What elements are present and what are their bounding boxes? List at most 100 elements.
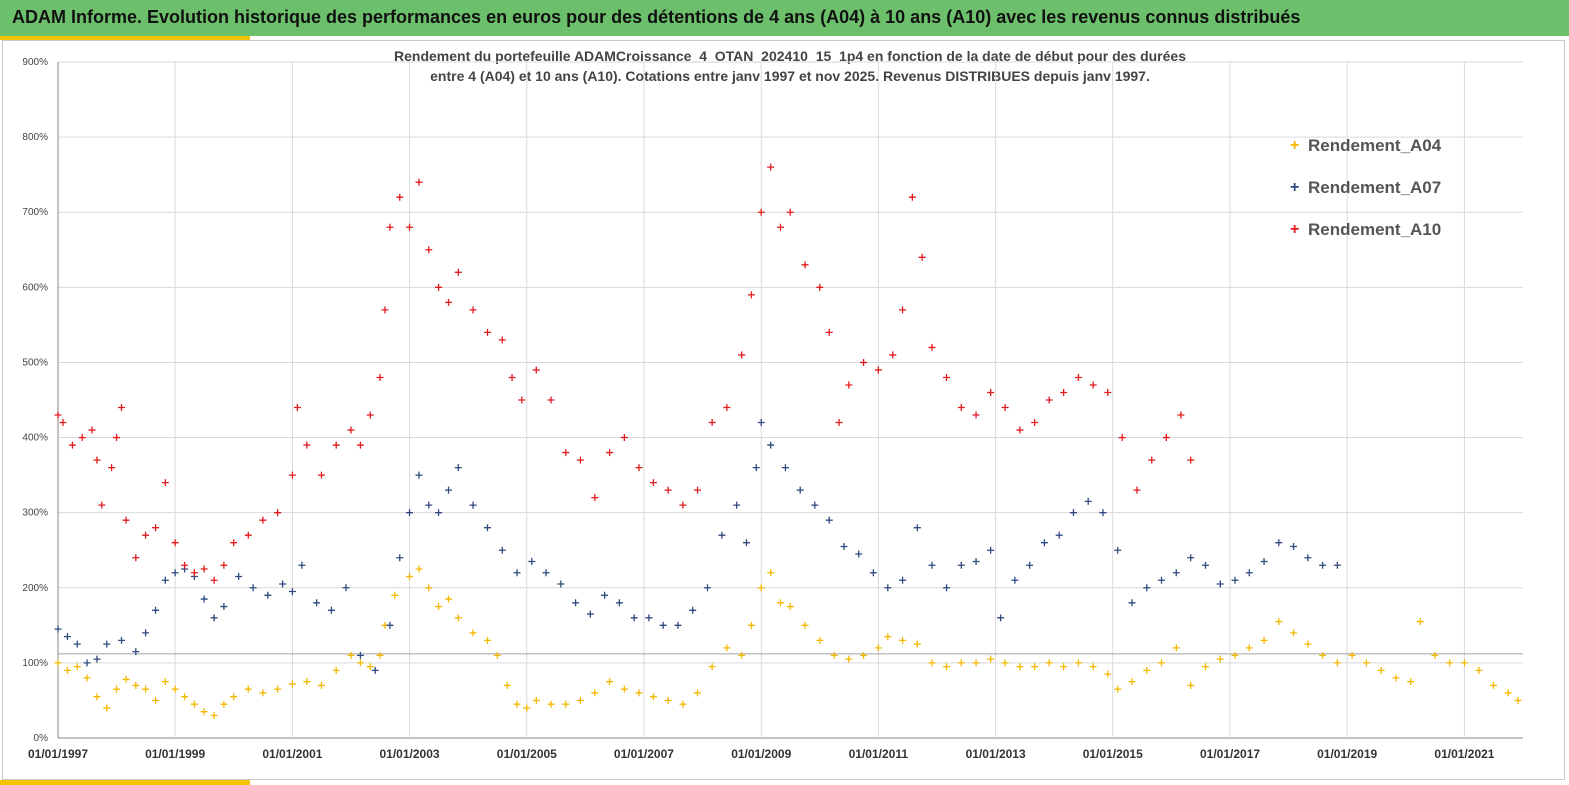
- data-point: [469, 629, 477, 637]
- data-point: [845, 655, 853, 663]
- data-point: [142, 531, 150, 539]
- x-tick-label: 01/01/2013: [966, 747, 1026, 761]
- data-point: [113, 434, 121, 442]
- data-point: [620, 685, 628, 693]
- data-point: [1475, 666, 1483, 674]
- data-point: [601, 591, 609, 599]
- data-point: [288, 588, 296, 596]
- data-point: [1333, 659, 1341, 667]
- data-point: [371, 666, 379, 674]
- data-point: [396, 193, 404, 201]
- data-point: [532, 366, 540, 374]
- data-point: [469, 501, 477, 509]
- data-point: [884, 633, 892, 641]
- data-point: [366, 663, 374, 671]
- data-point: [200, 565, 208, 573]
- data-point: [1172, 644, 1180, 652]
- data-point: [332, 441, 340, 449]
- data-point: [630, 614, 638, 622]
- data-point: [801, 261, 809, 269]
- data-point: [366, 411, 374, 419]
- data-point: [1128, 678, 1136, 686]
- data-point: [1001, 404, 1009, 412]
- data-point: [1055, 531, 1063, 539]
- data-point: [1231, 651, 1239, 659]
- data-point: [118, 636, 126, 644]
- data-point: [73, 663, 81, 671]
- data-point: [190, 700, 198, 708]
- x-tick-label: 01/01/2007: [614, 747, 674, 761]
- data-point: [356, 441, 364, 449]
- data-point: [723, 404, 731, 412]
- y-tick-label: 100%: [22, 658, 48, 669]
- x-tick-label: 01/01/2009: [731, 747, 791, 761]
- data-point: [649, 693, 657, 701]
- legend-label: Rendement_A07: [1308, 178, 1442, 197]
- data-point: [376, 373, 384, 381]
- data-point: [1045, 396, 1053, 404]
- legend-label: Rendement_A10: [1308, 220, 1442, 239]
- data-point: [542, 569, 550, 577]
- data-point: [1290, 542, 1298, 550]
- data-point: [733, 501, 741, 509]
- data-point: [528, 557, 536, 565]
- chart-title-line-2: entre 4 (A04) et 10 ans (A10). Cotations…: [430, 68, 1150, 84]
- data-point: [1074, 373, 1082, 381]
- y-tick-label: 500%: [22, 357, 48, 368]
- data-point: [54, 625, 62, 633]
- data-point: [244, 531, 252, 539]
- data-point: [889, 351, 897, 359]
- data-point: [972, 557, 980, 565]
- data-point: [860, 358, 868, 366]
- data-point: [484, 328, 492, 336]
- data-point: [93, 693, 101, 701]
- data-point: [454, 464, 462, 472]
- data-point: [1187, 681, 1195, 689]
- data-point: [1031, 663, 1039, 671]
- data-point: [928, 561, 936, 569]
- data-point: [830, 651, 838, 659]
- data-point: [908, 193, 916, 201]
- legend-marker-icon: +: [1290, 221, 1300, 238]
- y-tick-label: 300%: [22, 508, 48, 519]
- data-point: [786, 208, 794, 216]
- legend-marker-icon: +: [1290, 137, 1300, 154]
- data-point: [1333, 561, 1341, 569]
- data-point: [816, 283, 824, 291]
- data-point: [1216, 580, 1224, 588]
- data-point: [1162, 434, 1170, 442]
- data-point: [1074, 659, 1082, 667]
- data-point: [1231, 576, 1239, 584]
- data-point: [415, 471, 423, 479]
- data-point: [425, 501, 433, 509]
- data-point: [264, 591, 272, 599]
- data-point: [152, 696, 160, 704]
- data-point: [347, 426, 355, 434]
- data-point: [59, 419, 67, 427]
- y-tick-label: 600%: [22, 282, 48, 293]
- data-point: [356, 659, 364, 667]
- data-point: [606, 449, 614, 457]
- data-point: [508, 373, 516, 381]
- data-point: [1040, 539, 1048, 547]
- data-point: [244, 685, 252, 693]
- data-point: [1201, 561, 1209, 569]
- data-point: [518, 396, 526, 404]
- data-point: [591, 689, 599, 697]
- data-point: [313, 599, 321, 607]
- data-point: [210, 614, 218, 622]
- data-point: [767, 569, 775, 577]
- accent-bar-top: [0, 36, 250, 40]
- data-point: [220, 561, 228, 569]
- data-point: [649, 479, 657, 487]
- x-tick-label: 01/01/2015: [1083, 747, 1143, 761]
- data-point: [63, 633, 71, 641]
- data-point: [718, 531, 726, 539]
- data-point: [1089, 663, 1097, 671]
- data-point: [738, 351, 746, 359]
- data-point: [1148, 456, 1156, 464]
- data-point: [635, 689, 643, 697]
- data-point: [210, 711, 218, 719]
- data-point: [1290, 629, 1298, 637]
